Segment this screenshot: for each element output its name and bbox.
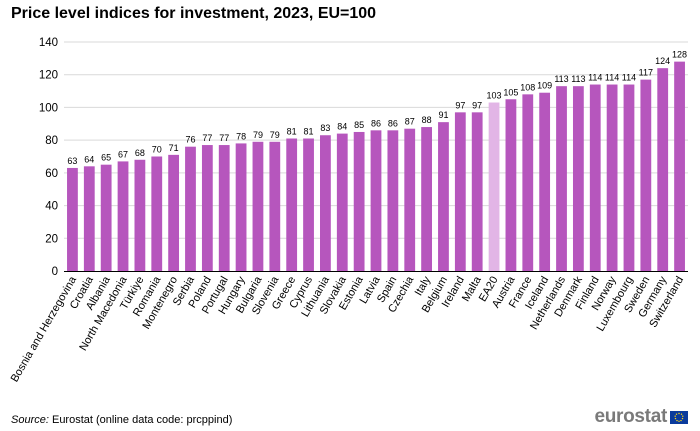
value-label: 84 (337, 122, 347, 132)
bar-chart: 0 20 40 60 80 100 120 140 63 64 65 67 68 70 71 76 77 77 7… (0, 0, 700, 431)
bar-albania (101, 165, 112, 271)
y-tick-label: 40 (45, 201, 58, 213)
bar-portugal (219, 145, 230, 271)
value-label: 63 (67, 156, 77, 166)
y-tick-label: 100 (39, 102, 58, 114)
bar-iceland (539, 93, 550, 271)
bar-serbia (185, 147, 196, 271)
bar-greece (286, 139, 297, 271)
bar-poland (202, 145, 213, 271)
value-label: 78 (236, 131, 246, 141)
bar-finland (590, 85, 601, 271)
value-label: 91 (438, 110, 448, 120)
value-label: 114 (605, 73, 619, 83)
value-label: 68 (135, 148, 145, 158)
y-tick-label: 60 (45, 168, 58, 180)
source-note: Source: Eurostat (online data code: prcp… (11, 414, 232, 426)
value-label: 76 (185, 135, 195, 145)
value-label: 124 (655, 56, 670, 66)
value-label: 97 (472, 100, 482, 110)
value-label: 108 (520, 82, 535, 92)
source-label: Source: (11, 414, 49, 426)
y-tick-label: 120 (39, 70, 58, 82)
value-label: 113 (554, 74, 568, 84)
value-label: 71 (169, 143, 179, 153)
eurostat-logo: eurostat (594, 406, 688, 428)
value-label: 109 (537, 81, 552, 91)
eu-flag-icon (670, 411, 688, 424)
bar-norway (607, 85, 618, 271)
value-label: 86 (388, 118, 398, 128)
bar-croatia (84, 166, 95, 271)
bar-ireland (455, 112, 466, 271)
value-label: 65 (101, 153, 111, 163)
source-text: Eurostat (online data code: prcppind) (49, 414, 232, 426)
value-label: 103 (487, 91, 502, 101)
value-label: 70 (152, 145, 162, 155)
bar-slovenia (269, 142, 280, 271)
bar-belgium (438, 122, 449, 271)
value-label: 97 (455, 100, 465, 110)
value-label: 85 (354, 120, 364, 130)
value-label: 67 (118, 149, 128, 159)
bar-montenegro (168, 155, 179, 271)
y-tick-label: 20 (45, 233, 58, 245)
y-tick-label: 80 (45, 135, 58, 147)
value-label: 77 (202, 133, 212, 143)
bar-t-rkiye (134, 160, 145, 271)
value-label: 113 (571, 74, 585, 84)
value-label: 105 (503, 87, 518, 97)
bar-czechia (404, 129, 415, 271)
x-axis-tick-labels: Bosnia and HerzegovinaCroatiaAlbaniaNort… (9, 274, 686, 385)
bar-north-macedonia (118, 161, 129, 271)
value-label: 79 (270, 130, 280, 140)
bar-slovakia (337, 134, 348, 271)
bar-ea20 (489, 103, 500, 271)
bar-cyprus (303, 139, 314, 271)
bar-germany (657, 68, 668, 271)
bar-france (522, 94, 533, 271)
y-axis-tick-labels: 0 20 40 60 80 100 120 140 (39, 37, 58, 278)
bar-denmark (573, 86, 584, 271)
bar-netherlands (556, 86, 567, 271)
bar-switzerland (674, 62, 685, 271)
bar-estonia (354, 132, 365, 271)
bar-sweden (640, 80, 651, 271)
value-label: 79 (253, 130, 263, 140)
value-label: 87 (405, 117, 415, 127)
y-tick-label: 0 (52, 266, 58, 278)
x-tick-label: Bosnia and Herzegovina (9, 274, 80, 385)
bar-spain (387, 130, 398, 271)
bar-bosnia-and-herzegovina (67, 168, 78, 271)
value-label: 83 (320, 123, 330, 133)
bar-romania (151, 157, 162, 272)
bar-latvia (371, 130, 382, 271)
value-label: 114 (622, 73, 636, 83)
value-label: 114 (588, 73, 602, 83)
value-label: 86 (371, 118, 381, 128)
bar-bulgaria (253, 142, 264, 271)
bar-malta (472, 112, 483, 271)
y-tick-label: 140 (39, 37, 58, 49)
bars (67, 62, 685, 271)
bar-hungary (236, 143, 247, 271)
bar-lithuania (320, 135, 331, 271)
value-label: 81 (287, 127, 297, 137)
bar-luxembourg (624, 85, 635, 271)
value-label: 117 (639, 68, 653, 78)
value-label: 64 (84, 154, 94, 164)
value-label: 81 (304, 127, 314, 137)
value-label: 128 (672, 50, 687, 60)
logo-text: eurostat (594, 406, 667, 428)
bar-italy (421, 127, 432, 271)
value-label: 88 (422, 115, 432, 125)
value-label: 77 (219, 133, 229, 143)
bar-austria (506, 99, 517, 271)
